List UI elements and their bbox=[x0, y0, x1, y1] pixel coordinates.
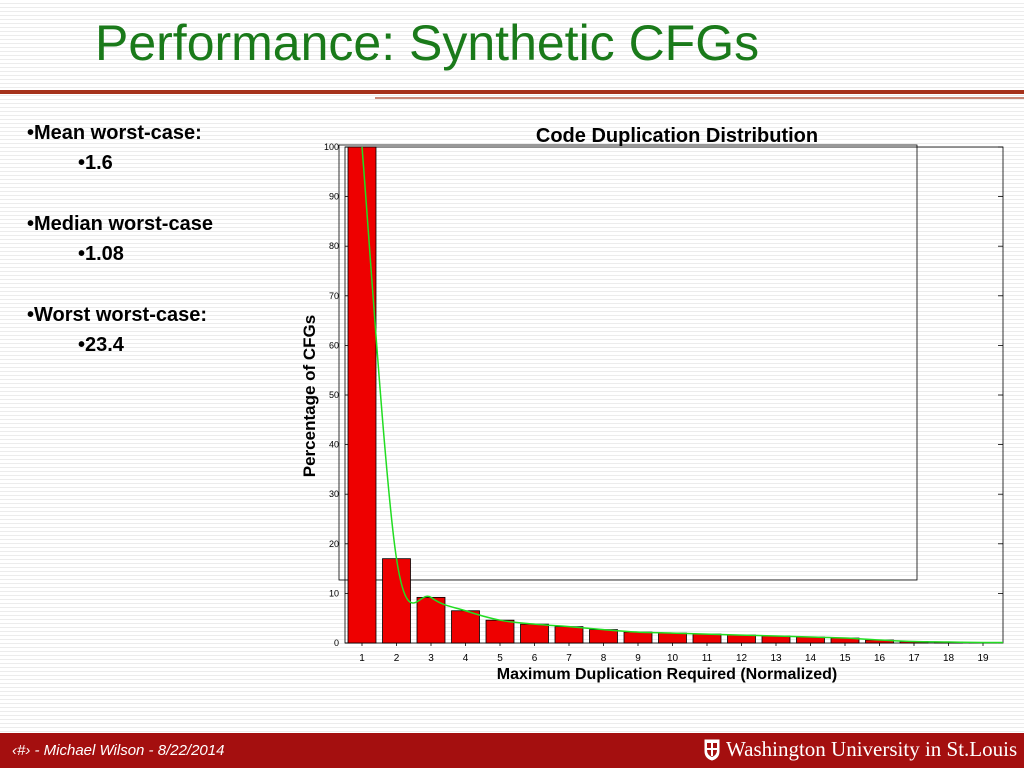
bar-3 bbox=[416, 596, 446, 644]
x-tick-label: 6 bbox=[532, 653, 538, 664]
summary-bullets: •Mean worst-case: •1.6 •Median worst-cas… bbox=[27, 118, 297, 360]
bar-6 bbox=[520, 623, 549, 644]
x-tick-label: 18 bbox=[943, 653, 955, 664]
x-tick-label: 14 bbox=[805, 653, 817, 664]
y-tick-label: 30 bbox=[329, 489, 339, 499]
x-tick-label: 8 bbox=[601, 653, 607, 664]
title-divider bbox=[0, 90, 1024, 94]
bar-10 bbox=[658, 632, 687, 644]
bullet-mean-label: •Mean worst-case: bbox=[27, 122, 202, 144]
bar-4 bbox=[451, 610, 480, 644]
x-tick-label: 9 bbox=[635, 653, 641, 664]
bar-12 bbox=[727, 634, 756, 644]
y-tick-label: 80 bbox=[329, 241, 339, 251]
y-tick-label: 60 bbox=[329, 340, 339, 350]
university-shield-icon bbox=[704, 739, 720, 761]
x-tick-label: 1 bbox=[359, 653, 365, 664]
y-tick-label: 70 bbox=[329, 291, 339, 301]
footer-bar: ‹#› - Michael Wilson - 8/22/2014 Washing… bbox=[0, 733, 1024, 768]
x-axis-label: Maximum Duplication Required (Normalized… bbox=[497, 666, 837, 683]
x-tick-label: 19 bbox=[977, 653, 989, 664]
bullet-median-value: •1.08 bbox=[78, 243, 124, 265]
footer-text: ‹#› - Michael Wilson - 8/22/2014 bbox=[12, 742, 225, 759]
university-name: Washington University in St.Louis bbox=[726, 737, 1018, 761]
y-tick-label: 50 bbox=[329, 390, 339, 400]
bar-7 bbox=[554, 626, 584, 644]
y-tick-label: 10 bbox=[329, 588, 339, 598]
y-tick-label: 20 bbox=[329, 539, 339, 549]
x-tick-label: 11 bbox=[702, 653, 713, 664]
x-tick-label: 4 bbox=[463, 653, 469, 664]
bullet-worst-label: •Worst worst-case: bbox=[27, 304, 208, 326]
inset-frame bbox=[338, 144, 918, 581]
bar-13 bbox=[761, 635, 791, 644]
y-tick-label: 100 bbox=[324, 142, 339, 152]
y-axis-label: Percentage of CFGs bbox=[300, 315, 319, 478]
x-tick-label: 12 bbox=[736, 653, 748, 664]
bar-8 bbox=[589, 629, 618, 644]
plot-frame bbox=[344, 146, 1004, 644]
bullet-worst-value: •23.4 bbox=[78, 334, 124, 356]
university-logo: Washington University in St.Louis bbox=[704, 737, 1017, 762]
x-tick-label: 13 bbox=[770, 653, 782, 664]
duplication-chart: Code Duplication Distribution Percentage… bbox=[300, 125, 1004, 683]
bar-5 bbox=[485, 619, 515, 644]
bullet-median-label: •Median worst-case bbox=[27, 213, 213, 235]
x-tick-label: 16 bbox=[874, 653, 886, 664]
x-tick-label: 10 bbox=[667, 653, 679, 664]
x-tick-label: 5 bbox=[497, 653, 503, 664]
bar-2 bbox=[382, 558, 411, 644]
y-tick-label: 40 bbox=[329, 440, 339, 450]
bullet-mean-value: •1.6 bbox=[78, 152, 113, 174]
x-tick-label: 17 bbox=[908, 653, 920, 664]
y-tick-label: 90 bbox=[329, 192, 339, 202]
trend-line bbox=[361, 146, 1004, 644]
x-tick-label: 7 bbox=[566, 653, 572, 664]
bar-11 bbox=[692, 633, 722, 644]
x-tick-label: 3 bbox=[428, 653, 434, 664]
y-tick-label: 0 bbox=[334, 638, 339, 648]
title-divider-secondary bbox=[375, 97, 1024, 99]
bar-9 bbox=[623, 631, 653, 644]
bar-1 bbox=[347, 146, 377, 644]
x-tick-label: 15 bbox=[839, 653, 851, 664]
x-tick-label: 2 bbox=[394, 653, 400, 664]
slide-title: Performance: Synthetic CFGs bbox=[95, 15, 760, 71]
chart-title: Code Duplication Distribution bbox=[536, 125, 818, 147]
